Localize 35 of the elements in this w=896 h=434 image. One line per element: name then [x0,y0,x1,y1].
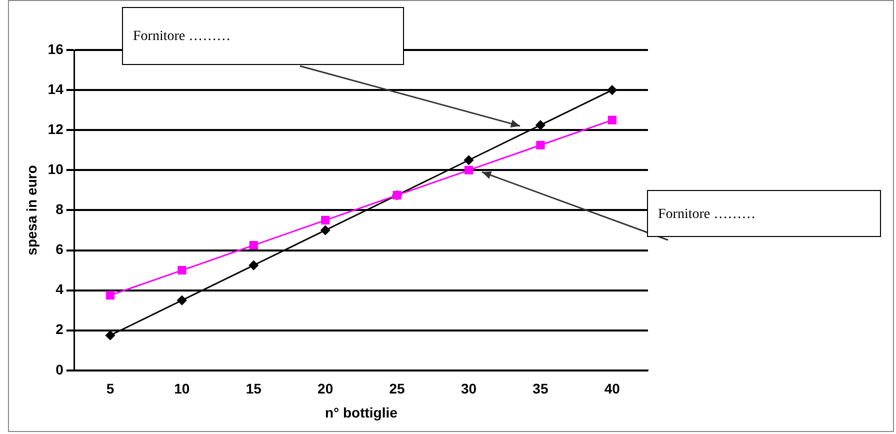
y-tick-label: 6 [56,241,64,258]
point [536,120,546,130]
y-tick-label: 4 [56,281,64,298]
x-tick-label: 20 [318,380,334,397]
x-tick-label: 40 [604,380,620,397]
y-tick-label: 8 [56,201,64,218]
point [607,85,617,95]
point [608,116,616,124]
point [105,330,115,340]
x-tick-label: 25 [389,380,406,397]
x-tick-label: 30 [460,380,477,397]
x-tick-label: 15 [246,380,262,397]
y-axis-title: spesa in euro [23,165,40,256]
point [464,155,474,165]
x-tick-label: 10 [174,380,190,397]
point [177,296,187,306]
point [106,291,115,300]
point [320,225,330,235]
y-tick-label: 0 [56,361,64,378]
y-tick-label: 14 [48,80,64,97]
point [464,166,474,174]
x-tick-label: 5 [106,380,114,397]
point [536,140,545,150]
y-tick-label: 2 [56,321,64,338]
point [178,266,186,275]
callout-box: Fornitore ……… [122,7,404,65]
point [249,240,258,250]
y-tick-label: 12 [48,120,64,137]
point [248,260,258,270]
y-tick-label: 10 [48,161,64,178]
point [321,216,330,224]
x-tick-label: 35 [532,380,548,397]
y-tick-label: 16 [48,40,64,57]
x-axis-title: n° bottiglie [324,404,398,420]
callout-box: Fornitore ……… [647,190,881,237]
